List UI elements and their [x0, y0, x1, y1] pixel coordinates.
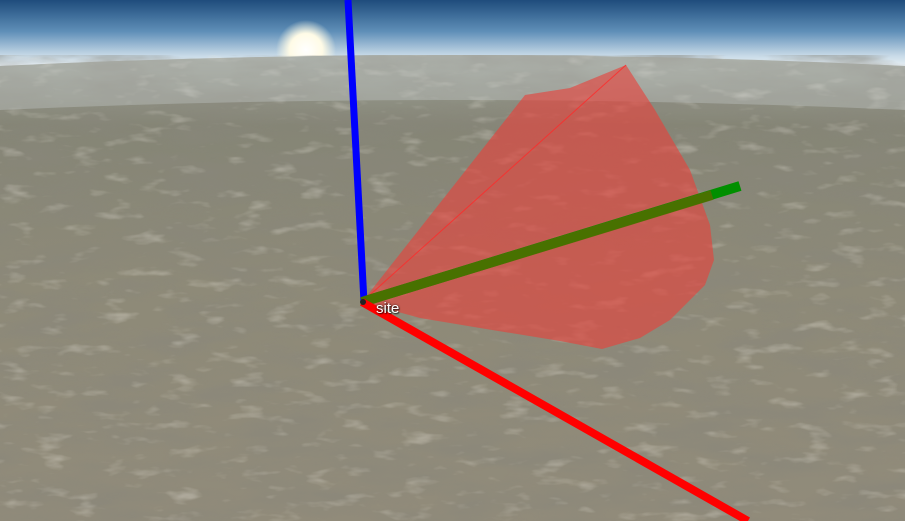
horizon-haze — [0, 55, 905, 110]
z-axis — [344, 0, 368, 303]
site-label[interactable]: site — [376, 300, 400, 317]
y-axis-in-cone — [360, 190, 714, 307]
site-point[interactable] — [360, 299, 366, 305]
x-axis — [360, 298, 750, 521]
sensor-cone-edge — [361, 64, 627, 303]
